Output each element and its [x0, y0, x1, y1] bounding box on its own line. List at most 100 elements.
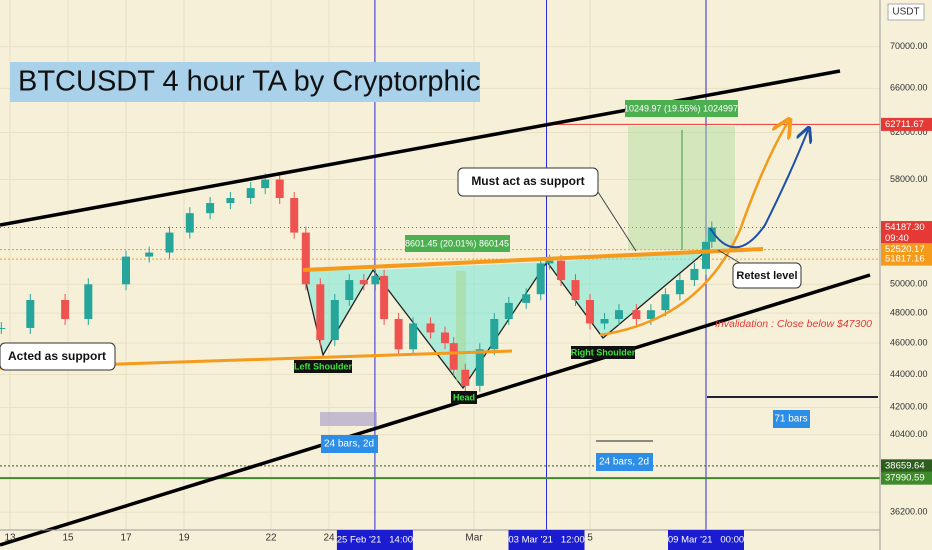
candle	[165, 232, 174, 253]
vline-label-box	[668, 530, 745, 550]
y-tick-label: 58000.00	[890, 174, 928, 184]
measure-label-box	[625, 100, 738, 117]
candle	[84, 284, 93, 320]
candle	[504, 302, 513, 320]
candle	[449, 343, 458, 370]
candle	[675, 280, 684, 295]
candle	[145, 252, 154, 257]
range-box	[320, 412, 377, 426]
y-tick-label: 42000.00	[890, 402, 928, 412]
neckline	[302, 247, 764, 272]
x-tick-label: 15	[62, 533, 74, 544]
candle	[122, 256, 131, 285]
candle	[475, 349, 484, 386]
price-label-box	[881, 252, 932, 266]
path-orange	[599, 122, 788, 337]
candle	[490, 319, 499, 350]
y-tick-label: 50000.00	[890, 279, 928, 289]
note: Acted as support	[8, 349, 106, 363]
x-tick-label: 13	[4, 533, 16, 544]
label-box	[451, 391, 477, 404]
candle	[646, 310, 655, 320]
currency: USDT	[892, 7, 919, 18]
candle	[206, 203, 215, 214]
y-tick-label: 36200.00	[890, 507, 928, 517]
candle	[615, 310, 624, 320]
measure-label-box	[405, 235, 510, 252]
measure-label: 8601.45 (20.01%) 860145	[405, 238, 509, 248]
x-tick-label: 22	[265, 533, 277, 544]
candle	[557, 260, 566, 281]
candle	[632, 310, 641, 320]
candle	[359, 280, 368, 285]
measure-box	[456, 271, 466, 381]
candle	[461, 369, 470, 386]
price-label-box	[881, 221, 932, 246]
candle	[261, 179, 270, 189]
x-tick-label: 5	[587, 533, 593, 544]
label-box	[571, 346, 635, 359]
vline-label: 25 Feb '21 14:00	[337, 535, 413, 546]
measure-label: 10249.97 (19.55%) 1024997	[624, 103, 738, 113]
candle	[330, 299, 339, 341]
price-label-time: 09:40	[885, 233, 909, 244]
candle	[26, 299, 35, 328]
callout	[717, 249, 741, 264]
label: Head	[453, 392, 475, 402]
candle	[702, 241, 711, 269]
vline-label-box	[508, 530, 585, 550]
note-box	[0, 342, 116, 371]
label-box	[294, 360, 352, 373]
candle	[301, 232, 310, 285]
price-axis	[880, 0, 932, 550]
channel-upper	[0, 69, 841, 227]
pattern-line	[302, 251, 706, 390]
candle	[690, 268, 699, 281]
channel-lower	[0, 273, 871, 547]
x-tick-label: 24	[323, 533, 335, 544]
price-label-box	[881, 471, 932, 485]
title-box	[10, 62, 480, 102]
price-label: 51817.16	[885, 254, 925, 265]
price-label: 37990.59	[885, 473, 925, 484]
invalidation: Invalidation : Close below $47300	[715, 318, 872, 330]
candle	[380, 275, 389, 320]
price-label: 38659.64	[885, 460, 925, 471]
price-label-box	[881, 117, 932, 131]
candle	[185, 213, 194, 233]
currency-box	[887, 3, 925, 21]
y-tick-label: 66000.00	[890, 83, 928, 93]
candle	[345, 280, 354, 300]
candle	[275, 179, 284, 199]
candle	[545, 260, 554, 264]
vline-label-box	[336, 530, 413, 550]
y-tick-label: 70000.00	[890, 41, 928, 51]
bars-box	[773, 410, 810, 428]
candle	[586, 299, 595, 324]
callout	[597, 191, 637, 252]
candle	[571, 280, 580, 300]
price-label-box	[881, 459, 932, 473]
candle	[522, 294, 531, 303]
candle	[661, 294, 670, 311]
x-tick-label: 19	[178, 533, 190, 544]
label: Left Shoulder	[294, 361, 352, 371]
bars-label: 24 bars, 2d	[324, 439, 374, 450]
bars-label: 71 bars	[774, 414, 807, 425]
candle	[441, 332, 450, 344]
y-tick-label: 48000.00	[890, 307, 928, 317]
vline-label: 09 Mar '21 00:00	[668, 535, 744, 546]
candle	[246, 188, 255, 199]
chart-title: BTCUSDT 4 hour TA by Cryptorphic	[18, 66, 481, 98]
candle	[536, 263, 545, 295]
candle	[290, 198, 299, 233]
candle	[61, 299, 70, 320]
y-tick-label: 46000.00	[890, 338, 928, 348]
candle	[707, 227, 716, 242]
candle	[409, 323, 418, 350]
candle	[394, 319, 403, 350]
price-label: 52520.17	[885, 244, 925, 255]
note: Must act as support	[471, 174, 584, 188]
note-box	[732, 262, 802, 289]
price-label: 54187.30	[885, 222, 925, 233]
